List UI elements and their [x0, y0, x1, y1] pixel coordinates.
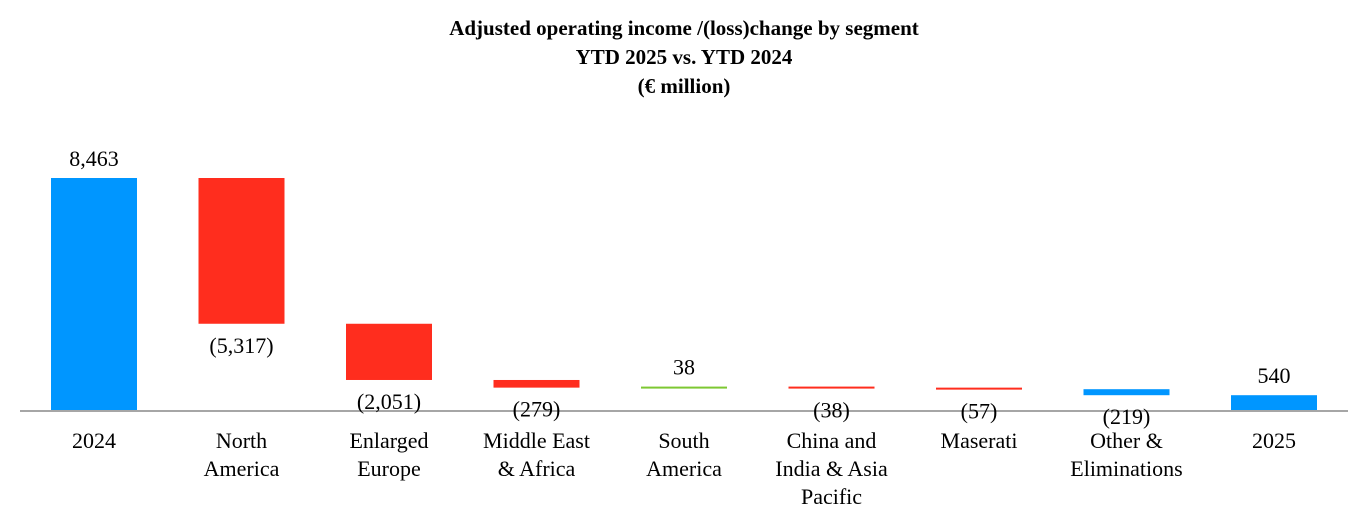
category-label-0: 2024 — [72, 428, 116, 453]
bar-3 — [493, 379, 580, 388]
category-label-3-line-1: & Africa — [498, 456, 576, 481]
bar-4 — [641, 386, 727, 389]
category-label-2-line-0: Enlarged — [349, 428, 428, 453]
category-label-0-line-0: 2024 — [72, 428, 116, 453]
category-label-5-line-2: Pacific — [801, 484, 862, 509]
data-label-4: 38 — [673, 355, 695, 380]
bar-6 — [936, 387, 1022, 390]
category-label-8-line-0: 2025 — [1252, 428, 1296, 453]
bar-1 — [198, 178, 285, 324]
data-label-5: (38) — [813, 398, 850, 423]
data-label-0: 8,463 — [69, 146, 119, 171]
category-label-5: China and India & Asia Pacific — [775, 428, 888, 509]
bar-5 — [788, 386, 875, 389]
category-label-2: Enlarged Europe — [349, 428, 428, 481]
category-label-8: 2025 — [1252, 428, 1296, 453]
category-label-7-line-1: Eliminations — [1070, 456, 1182, 481]
data-label-8: 540 — [1258, 363, 1291, 388]
category-label-7: Other & Eliminations — [1070, 428, 1182, 481]
chart-title: Adjusted operating income /(loss)change … — [449, 16, 919, 40]
chart-subtitle: YTD 2025 vs. YTD 2024 — [575, 45, 793, 69]
chart-unit: (€ million) — [637, 74, 731, 98]
category-label-3-line-0: Middle East — [483, 428, 590, 453]
data-label-1: (5,317) — [209, 333, 273, 358]
data-label-6: (57) — [961, 399, 998, 424]
category-label-5-line-1: India & Asia — [775, 456, 888, 481]
data-label-2: (2,051) — [357, 389, 421, 414]
category-label-4: South America — [646, 428, 722, 481]
category-label-7-line-0: Other & — [1090, 428, 1163, 453]
bar-8 — [1231, 395, 1317, 410]
chart-title-block: Adjusted operating income /(loss)change … — [0, 14, 1368, 101]
category-label-1-line-1: America — [204, 456, 280, 481]
data-label-7: (219) — [1103, 404, 1151, 429]
category-label-1-line-0: North — [216, 428, 267, 453]
category-label-6: Maserati — [941, 428, 1018, 453]
bar-2 — [346, 323, 432, 380]
category-label-6-line-0: Maserati — [941, 428, 1018, 453]
category-label-4-line-1: America — [646, 456, 722, 481]
category-label-4-line-0: South — [658, 428, 709, 453]
bar-7 — [1083, 389, 1170, 396]
category-label-3: Middle East & Africa — [483, 428, 590, 481]
category-label-5-line-0: China and — [787, 428, 877, 453]
bar-0 — [51, 178, 137, 410]
data-label-3: (279) — [513, 397, 561, 422]
category-label-1: North America — [204, 428, 280, 481]
category-label-2-line-1: Europe — [357, 456, 421, 481]
